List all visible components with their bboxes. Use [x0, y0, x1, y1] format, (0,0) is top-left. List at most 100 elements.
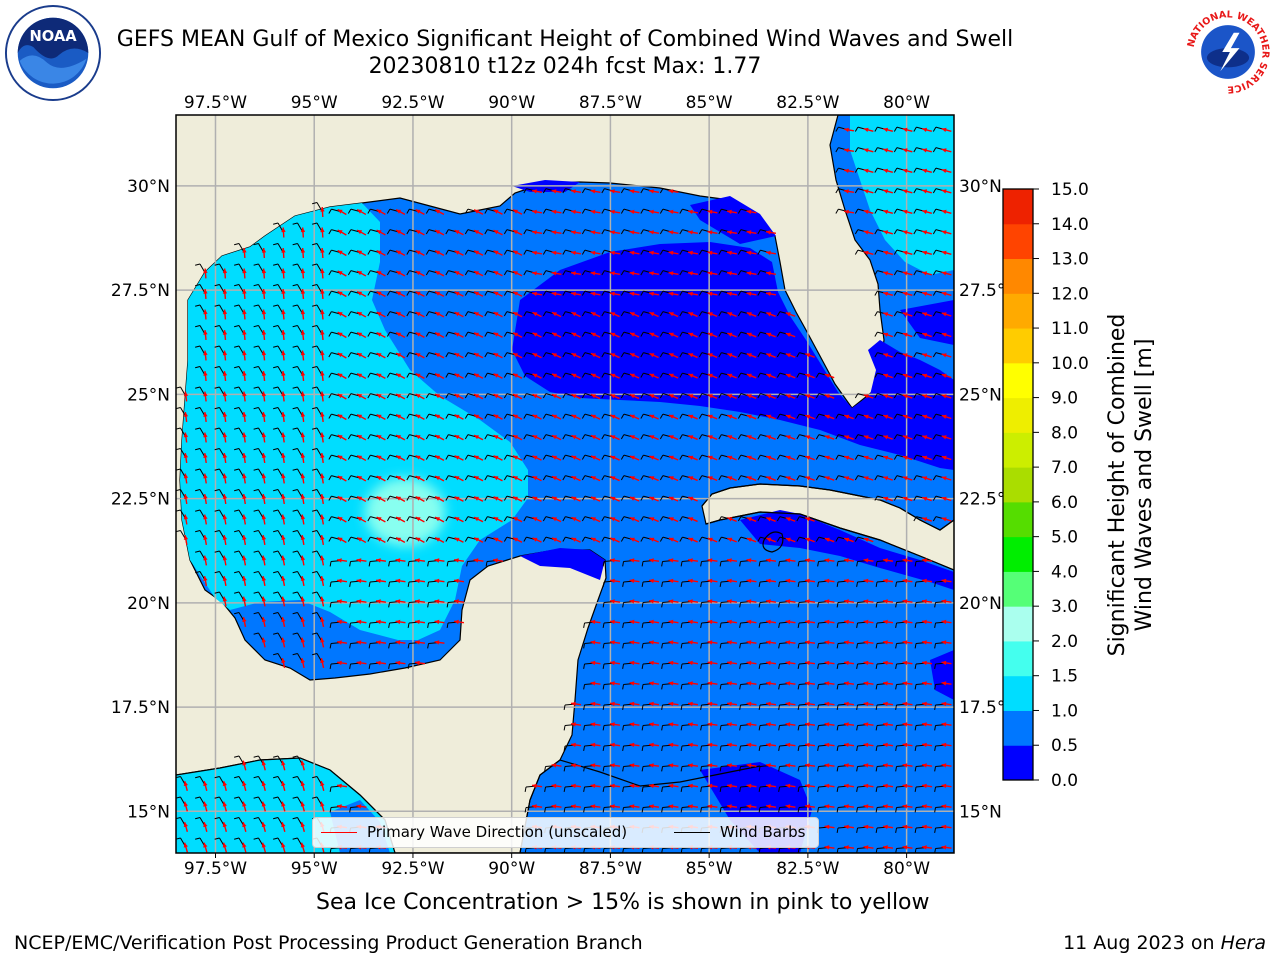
wind-barb-flag — [214, 468, 220, 471]
wind-barb-flag — [312, 468, 318, 471]
wind-barb-flag — [234, 468, 240, 471]
wave-arrow-head — [629, 660, 635, 666]
wave-arrow-head — [688, 640, 693, 645]
wind-barb-flag — [797, 602, 800, 608]
wave-arrow-head — [320, 514, 325, 520]
wave-arrow-head — [532, 496, 538, 501]
wave-arrow-head — [688, 804, 693, 809]
wave-arrow-head — [883, 373, 889, 378]
wind-barb-flag — [234, 406, 240, 410]
wind-barb-flag — [874, 331, 878, 337]
wave-arrow-head — [863, 681, 869, 686]
wind-barb-flag — [895, 581, 898, 587]
wave-arrow-head — [883, 148, 889, 153]
lat-tick-right: 15°N — [959, 802, 1002, 822]
wind-barb-flag — [503, 475, 508, 481]
wind-barb-flag — [601, 188, 605, 194]
wave-arrow-head — [688, 332, 694, 337]
wave-arrow-head — [668, 394, 674, 399]
wind-barb-flag — [914, 725, 917, 731]
wave-arrow-head — [434, 619, 440, 625]
wave-arrow-head — [396, 271, 402, 276]
wind-barb-flag — [758, 684, 761, 690]
wind-barb-flag — [273, 283, 279, 287]
wind-barb-flag — [856, 684, 859, 690]
wind-barb-flag — [776, 413, 781, 419]
wave-arrow-head — [474, 312, 480, 317]
wind-barb-flag — [292, 283, 298, 287]
wind-barb-flag — [893, 413, 898, 419]
wave-arrow-head — [668, 578, 674, 584]
wave-arrow-head — [454, 271, 460, 276]
wind-barb-flag — [778, 663, 781, 669]
wind-barb-flag — [661, 663, 664, 669]
wind-barb-flag — [854, 188, 859, 194]
wave-arrow-head — [668, 763, 674, 768]
wave-arrow-head — [824, 435, 830, 440]
wind-barb-flag — [581, 434, 586, 440]
wave-arrow-head — [883, 824, 888, 830]
wind-barb-flag — [386, 352, 391, 358]
wind-barb-flag — [503, 434, 508, 440]
wind-barb-flag — [661, 561, 664, 567]
wave-arrow-head — [396, 373, 402, 378]
wave-arrow-head — [844, 722, 849, 727]
wind-barb-flag — [718, 413, 722, 419]
wave-arrow-head — [493, 455, 499, 460]
wind-barb-flag — [641, 766, 644, 772]
wind-barb-flag — [214, 591, 220, 594]
wind-barb-flag — [679, 208, 683, 214]
wave-arrow-head — [376, 250, 382, 255]
wind-barb-flag — [739, 622, 742, 628]
wind-barb-flag — [776, 311, 781, 317]
wind-barb-flag — [214, 365, 220, 369]
wave-arrow-head — [415, 209, 421, 214]
wave-arrow-head — [493, 332, 499, 337]
wind-barb-flag — [445, 393, 449, 399]
wave-arrow-head — [629, 414, 635, 419]
wave-arrow-head — [571, 291, 576, 297]
wave-arrow-head — [532, 271, 537, 276]
wave-arrow-head — [688, 250, 693, 256]
wind-barb-flag — [406, 516, 410, 522]
wind-barb-flag — [601, 393, 605, 399]
noaa-logo-text: NOAA — [29, 28, 77, 45]
wind-barb-flag — [562, 475, 566, 481]
wave-arrow-head — [376, 660, 381, 666]
wave-arrow-head — [242, 842, 247, 848]
wind-barb-flag — [234, 242, 240, 246]
wave-arrow-head — [746, 722, 752, 727]
wind-barb-flag — [737, 290, 742, 296]
legend-wave-line — [321, 832, 357, 833]
wave-arrow-head — [785, 414, 791, 419]
wave-arrow-head — [746, 681, 752, 686]
wind-barb-flag — [583, 684, 586, 690]
wave-arrow-head — [551, 455, 557, 460]
wave-arrow-head — [805, 640, 810, 645]
wave-arrow-head — [320, 268, 325, 274]
wave-arrow-head — [610, 353, 616, 358]
wave-arrow-head — [688, 435, 694, 440]
colorbar-frame — [1002, 188, 1034, 781]
wind-barb-flag — [718, 516, 722, 522]
wave-arrow-head — [707, 804, 713, 809]
wind-barb-flag — [523, 495, 527, 501]
wave-arrow-head — [707, 414, 713, 419]
wind-barb-flag — [622, 581, 625, 587]
wave-arrow-head — [610, 619, 615, 625]
wave-arrow-head — [610, 476, 616, 481]
wave-arrow-head — [922, 353, 928, 358]
wave-arrow-head — [902, 209, 908, 214]
wave-arrow-head — [571, 537, 577, 542]
wave-arrow-head — [532, 209, 537, 215]
wave-arrow-head — [610, 312, 616, 317]
wind-barb-flag — [893, 454, 898, 460]
wave-arrow-head — [261, 494, 267, 499]
wind-barb-flag — [622, 786, 625, 792]
wind-barb-flag — [292, 345, 298, 348]
wind-barb-flag — [932, 311, 937, 317]
wind-barb-flag — [195, 324, 201, 328]
wave-arrow-head — [824, 845, 830, 850]
wind-barb-flag — [737, 270, 742, 276]
wind-barb-flag — [893, 147, 898, 153]
